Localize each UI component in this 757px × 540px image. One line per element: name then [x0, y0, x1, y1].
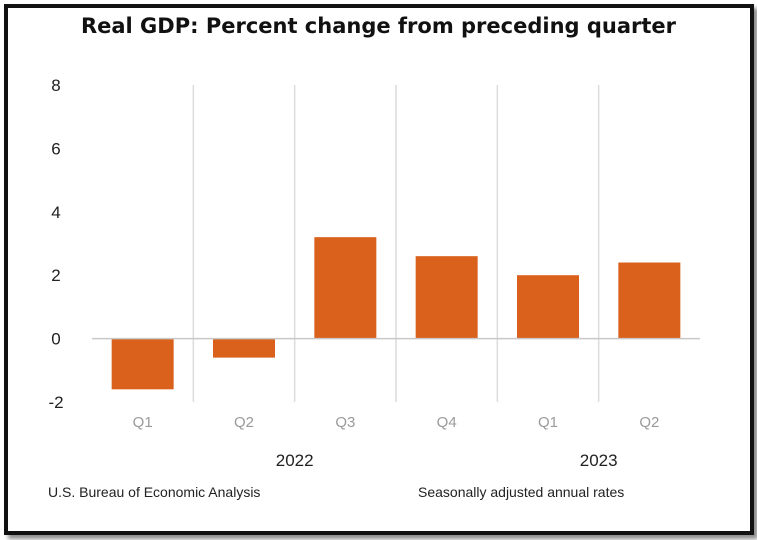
- x-tick-label: Q1: [538, 414, 558, 431]
- bar: [213, 338, 275, 358]
- bar: [111, 338, 174, 390]
- x-tick-label: Q3: [335, 414, 355, 431]
- y-tick-label: 0: [51, 330, 60, 349]
- bar: [314, 237, 377, 339]
- x-group-label: 2023: [580, 451, 618, 470]
- rates-note: Seasonally adjusted annual rates: [418, 484, 625, 500]
- y-tick-label: 6: [51, 139, 60, 158]
- x-tick-label: Q1: [133, 414, 153, 431]
- x-tick-label: Q2: [639, 414, 659, 431]
- x-tick-label: Q4: [437, 414, 457, 431]
- chart-title: Real GDP: Percent change from preceding …: [80, 14, 677, 38]
- y-tick-label: -2: [48, 393, 63, 412]
- y-tick-label: 2: [51, 266, 60, 285]
- x-group-label: 2022: [276, 451, 314, 470]
- y-tick-label: 4: [51, 203, 60, 222]
- bar: [415, 256, 478, 339]
- bar: [517, 275, 579, 339]
- y-tick-label: 8: [51, 76, 60, 95]
- bar: [618, 262, 681, 339]
- source-note: U.S. Bureau of Economic Analysis: [48, 484, 261, 500]
- x-tick-label: Q2: [234, 414, 254, 431]
